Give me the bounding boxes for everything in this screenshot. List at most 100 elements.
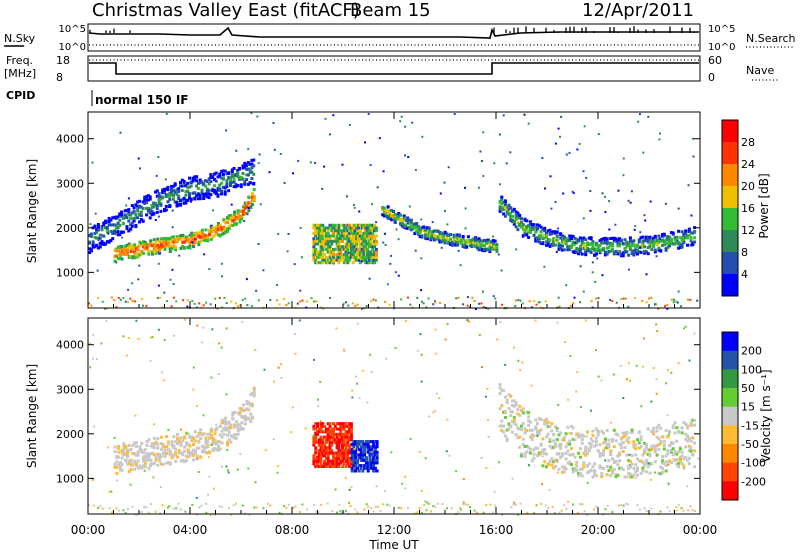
data-cell bbox=[587, 470, 591, 474]
data-cell bbox=[120, 463, 124, 466]
data-cell bbox=[359, 466, 363, 470]
data-cell bbox=[167, 461, 170, 465]
scatter-cell bbox=[557, 296, 560, 299]
data-cell bbox=[628, 465, 632, 469]
data-cell bbox=[650, 444, 654, 448]
scatter-cell bbox=[208, 475, 211, 478]
scatter-cell bbox=[235, 149, 238, 152]
data-cell bbox=[316, 237, 319, 241]
data-cell bbox=[163, 191, 166, 195]
data-cell bbox=[573, 438, 577, 442]
data-cell bbox=[675, 439, 679, 443]
data-cell bbox=[486, 240, 490, 244]
data-cell bbox=[456, 241, 460, 244]
data-cell bbox=[186, 448, 190, 452]
data-cell bbox=[516, 211, 520, 215]
data-cell bbox=[669, 237, 673, 241]
data-cell bbox=[319, 438, 323, 442]
clutter-cell bbox=[140, 298, 143, 301]
data-cell bbox=[189, 184, 193, 188]
data-cell bbox=[330, 435, 334, 439]
data-cell bbox=[530, 434, 534, 438]
clutter-cell bbox=[172, 296, 175, 299]
data-cell bbox=[351, 237, 355, 241]
data-cell bbox=[639, 236, 643, 240]
data-cell bbox=[417, 225, 420, 229]
scatter-cell bbox=[350, 486, 353, 489]
data-cell bbox=[682, 421, 686, 425]
data-cell bbox=[545, 417, 548, 421]
data-cell bbox=[366, 234, 369, 238]
scatter-cell bbox=[153, 476, 155, 479]
data-cell bbox=[344, 255, 348, 259]
data-cell bbox=[602, 441, 606, 445]
data-cell bbox=[680, 243, 684, 247]
data-cell bbox=[634, 249, 638, 253]
clutter-cell bbox=[241, 299, 244, 301]
data-cell bbox=[349, 242, 353, 246]
data-cell bbox=[163, 247, 167, 251]
data-cell bbox=[330, 223, 334, 227]
data-cell bbox=[344, 253, 348, 257]
data-cell bbox=[359, 458, 363, 462]
data-cell bbox=[411, 227, 415, 231]
data-cell bbox=[500, 428, 504, 432]
data-cell bbox=[218, 447, 222, 451]
data-cell bbox=[346, 459, 350, 463]
data-cell bbox=[545, 422, 548, 425]
data-cell bbox=[400, 220, 404, 223]
data-cell bbox=[484, 247, 488, 251]
data-cell bbox=[176, 237, 179, 241]
clutter-cell bbox=[434, 301, 437, 304]
data-cell bbox=[646, 448, 650, 452]
data-cell bbox=[323, 239, 327, 243]
data-cell bbox=[348, 242, 352, 246]
data-cell bbox=[93, 245, 97, 249]
data-cell bbox=[342, 226, 346, 230]
data-cell bbox=[183, 240, 187, 244]
data-cell bbox=[240, 214, 244, 218]
data-cell bbox=[341, 451, 344, 455]
data-cell bbox=[392, 214, 395, 218]
data-cell bbox=[143, 195, 147, 199]
data-cell bbox=[312, 223, 316, 227]
scatter-cell bbox=[676, 301, 679, 304]
data-cell bbox=[175, 188, 179, 192]
data-cell bbox=[319, 237, 323, 241]
data-cell bbox=[370, 453, 374, 457]
data-cell bbox=[312, 250, 316, 254]
data-cell bbox=[238, 410, 242, 414]
scatter-cell bbox=[125, 459, 128, 462]
data-cell bbox=[368, 461, 372, 465]
data-cell bbox=[314, 247, 318, 251]
data-cell bbox=[669, 448, 673, 452]
data-cell bbox=[316, 223, 319, 227]
clutter-cell bbox=[680, 305, 683, 308]
data-cell bbox=[208, 450, 212, 454]
data-cell bbox=[341, 449, 344, 452]
data-cell bbox=[677, 461, 681, 465]
data-cell bbox=[366, 461, 370, 465]
data-cell bbox=[200, 180, 204, 184]
clutter-cell bbox=[312, 504, 315, 507]
data-cell bbox=[348, 430, 352, 434]
clutter-cell bbox=[301, 503, 304, 506]
data-cell bbox=[321, 247, 325, 251]
data-cell bbox=[227, 420, 231, 424]
scatter-cell bbox=[405, 320, 408, 323]
data-cell bbox=[245, 399, 249, 403]
clutter-cell bbox=[602, 513, 605, 516]
scatter-cell bbox=[101, 234, 104, 237]
data-cell bbox=[636, 248, 639, 252]
data-cell bbox=[129, 254, 133, 258]
data-cell bbox=[206, 440, 210, 444]
data-cell bbox=[578, 245, 582, 249]
data-cell bbox=[177, 235, 181, 239]
clutter-cell bbox=[533, 512, 536, 515]
data-cell bbox=[145, 198, 149, 202]
data-cell bbox=[525, 410, 529, 414]
scatter-cell bbox=[157, 284, 160, 287]
data-cell bbox=[555, 438, 559, 442]
data-cell bbox=[657, 248, 661, 252]
data-cell bbox=[222, 427, 226, 431]
